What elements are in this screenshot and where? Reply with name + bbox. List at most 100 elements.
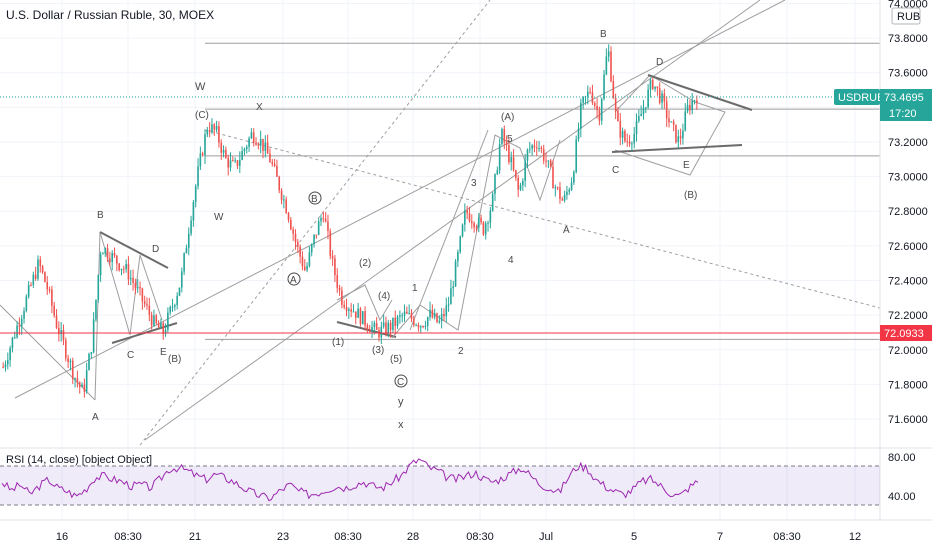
candle-body [294,233,297,242]
candle-body [46,282,49,290]
circle-marker-B [308,191,322,205]
candle-body [13,337,16,339]
candle-body [194,186,197,202]
candle-body [426,317,429,326]
candle-body [141,288,144,302]
wave-label-W: W [195,81,206,93]
candle-body [6,360,9,365]
wave-label-C-left: C [127,350,134,361]
candle-body [494,174,496,194]
candle-body [475,227,478,229]
price-tick-label: 72.0000 [888,345,928,357]
candle-body [387,322,390,334]
candle-body [37,259,39,279]
rsi-title: RSI (14, close) [object Object] [6,454,152,466]
candle-body [672,121,675,125]
candle-body [95,299,97,320]
currency-box[interactable] [891,7,921,25]
candle-body [429,309,431,318]
candle-body [417,324,420,328]
candle-body [570,182,573,190]
candle-body [150,314,153,326]
candle-body [424,325,427,327]
time-tick-label: 08:30 [334,531,362,543]
candle-body [361,311,364,325]
candle-body [607,51,610,57]
candle-body [605,56,608,75]
candle-body [459,236,462,252]
candle-body [148,305,151,315]
currency-label: RUB [897,11,920,23]
candle-body [331,256,334,259]
candle-body [647,89,649,108]
wave-label-2: 2 [458,346,464,357]
price-badge-value: 73.4695 [884,92,924,104]
price-tick-label: 73.2000 [888,137,928,149]
candle-body [389,322,392,330]
candle-body [290,219,292,230]
candle-body [41,266,44,273]
candle-body [394,317,397,326]
candle-body [83,384,86,392]
candle-body [586,91,589,97]
candle-body [505,142,508,146]
candle-body [644,107,647,109]
candle-body [245,146,248,149]
candle-body [229,160,232,168]
candle-body [109,258,111,263]
price-axis[interactable]: 74.000073.800073.600073.400073.200073.00… [888,0,928,426]
candle-body [670,121,673,123]
rsi-band [0,466,880,505]
candle-body [582,97,584,103]
candle-body [69,360,72,363]
candle-body [382,322,385,327]
candle-body [589,91,591,93]
candle-body [600,98,603,121]
candle-body [120,268,123,271]
wave-label-E-left: E [160,347,167,358]
wave-label-D-left: D [152,244,159,255]
candle-body [327,221,329,232]
candle-body [348,309,350,311]
wave-label-C-paren: (C) [195,110,209,121]
candle-body [169,306,172,313]
candle-body [563,195,566,201]
wave-label-W-lower: W [214,212,224,223]
candle-body [336,275,339,288]
candle-body [241,151,243,160]
wave-label-4: 4 [508,255,514,266]
candle-body [415,324,417,326]
candle-body [631,143,633,145]
candle-body [401,315,404,317]
candle-body [547,160,550,162]
rsi-level-40: 40.00 [888,491,916,503]
candle-body [329,231,332,257]
candle-body [526,149,529,161]
candle-body [635,120,638,135]
candle-body [624,130,626,142]
candle-body [143,301,146,305]
candle-body [385,322,387,334]
candle-body [183,253,185,272]
candle-body [208,130,211,132]
candle-body [665,101,668,119]
candle-body [30,284,32,286]
candle-body [313,234,315,245]
wave-label-B-paren-left: (B) [168,354,181,365]
triangle-right-bottom [611,144,743,153]
candle-body [542,149,545,161]
candle-body [566,191,568,196]
time-axis[interactable]: 16 08:30 21 23 08:30 28 08:30 Jul 5 7 08:30 12 [56,531,861,543]
channel-line-lower [14,0,786,399]
candle-body [484,223,487,235]
candle-body [20,318,23,327]
candle-body [436,313,438,323]
candle-body [129,277,132,280]
wave-label-4-paren: (4) [378,291,390,302]
candle-body [238,159,241,166]
candle-body [23,310,25,319]
candle-body [443,314,445,317]
candle-body [62,330,65,341]
